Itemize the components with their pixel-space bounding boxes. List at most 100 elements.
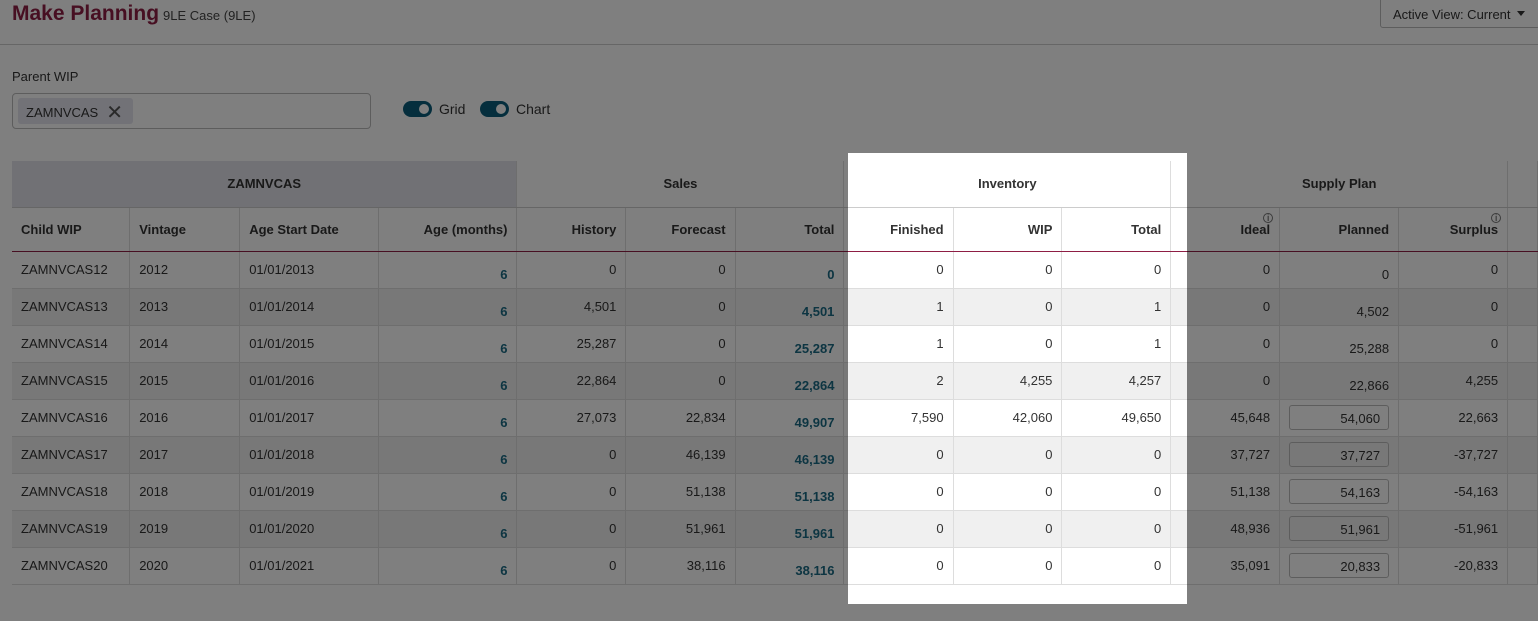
table-cell[interactable]: 0 bbox=[735, 251, 845, 289]
table-cell[interactable]: 6 bbox=[378, 251, 518, 289]
column-header-label: Age Start Date bbox=[249, 221, 339, 237]
table-cell: -37,727 bbox=[1398, 436, 1509, 474]
table-cell: 0 bbox=[1061, 436, 1172, 474]
table-cell: 0 bbox=[1398, 251, 1509, 289]
column-header[interactable]: Child WIP bbox=[12, 207, 131, 252]
planned-input[interactable]: 54,163 bbox=[1289, 479, 1390, 504]
table-cell: 2016 bbox=[129, 399, 241, 437]
table-cell-empty bbox=[1507, 362, 1538, 400]
table-cell: 0 bbox=[843, 510, 954, 548]
table-cell: ZAMNVCAS17 bbox=[12, 436, 131, 474]
table-cell: 7,590 bbox=[843, 399, 954, 437]
table-cell: 0 bbox=[953, 436, 1063, 474]
column-header[interactable]: History bbox=[516, 207, 627, 252]
table-cell: 01/01/2020 bbox=[239, 510, 379, 548]
table-cell: 01/01/2019 bbox=[239, 473, 379, 511]
chart-toggle[interactable]: Chart bbox=[480, 101, 550, 117]
column-header[interactable]: Total bbox=[735, 207, 845, 252]
column-header[interactable]: Age (months) bbox=[378, 207, 518, 252]
column-header[interactable]: Ideal i bbox=[1170, 207, 1281, 252]
column-header[interactable]: Total bbox=[1061, 207, 1172, 252]
column-header-label: Vintage bbox=[139, 221, 186, 237]
table-cell[interactable]: 6 bbox=[378, 473, 518, 511]
table-cell[interactable]: 25,287 bbox=[735, 325, 845, 363]
column-header-label: WIP bbox=[1027, 221, 1053, 237]
table-cell-empty bbox=[1507, 399, 1538, 437]
table-cell: 0 bbox=[1398, 325, 1509, 363]
table-cell[interactable]: 49,907 bbox=[735, 399, 845, 437]
table-cell[interactable]: 6 bbox=[378, 325, 518, 363]
column-header[interactable]: Surplus i bbox=[1398, 207, 1509, 252]
title-text: Make Planning bbox=[12, 2, 160, 25]
table-cell: 1 bbox=[843, 325, 954, 363]
table-cell: 1 bbox=[1061, 288, 1172, 326]
table-cell: 46,139 bbox=[625, 436, 736, 474]
table-cell[interactable]: 6 bbox=[378, 362, 518, 400]
table-cell[interactable]: 51,961 bbox=[735, 510, 845, 548]
planned-input[interactable]: 20,833 bbox=[1289, 553, 1390, 578]
table-cell[interactable]: 4,502 bbox=[1279, 288, 1400, 326]
table-cell[interactable]: 6 bbox=[378, 547, 518, 585]
table-cell[interactable]: 4,501 bbox=[735, 288, 845, 326]
table-cell[interactable]: 0 bbox=[1279, 251, 1400, 289]
table-cell[interactable]: 22,864 bbox=[735, 362, 845, 400]
table-cell[interactable]: 20,833 bbox=[1279, 547, 1400, 585]
column-header-label: Child WIP bbox=[21, 221, 82, 237]
info-icon[interactable]: i bbox=[1263, 212, 1274, 223]
table-cell[interactable]: 54,163 bbox=[1279, 473, 1400, 511]
table-cell[interactable]: 37,727 bbox=[1279, 436, 1400, 474]
table-cell[interactable]: 51,961 bbox=[1279, 510, 1400, 548]
planned-input[interactable]: 51,961 bbox=[1289, 516, 1390, 541]
column-header-label: Forecast bbox=[671, 221, 726, 237]
table-cell[interactable]: 6 bbox=[378, 436, 518, 474]
table-cell: 0 bbox=[953, 510, 1063, 548]
table-cell[interactable]: 54,060 bbox=[1279, 399, 1400, 437]
table-cell: 4,255 bbox=[953, 362, 1063, 400]
table-row: ZAMNVCAS13 2013 01/01/2014 6 4,501 0 4,501 1 0 1 0… bbox=[12, 288, 1538, 326]
parent-wip-input[interactable]: ZAMNVCAS ✕ bbox=[12, 93, 371, 129]
table-cell: 0 bbox=[1170, 325, 1281, 363]
column-header[interactable]: Vintage bbox=[129, 207, 241, 252]
active-view-dropdown[interactable]: Active View: Current bbox=[1380, 0, 1538, 28]
column-header[interactable]: Planned bbox=[1279, 207, 1400, 252]
chart-toggle-label: Chart bbox=[516, 101, 551, 117]
table-cell: 2019 bbox=[129, 510, 241, 548]
table-cell: 27,073 bbox=[516, 399, 627, 437]
table-cell: ZAMNVCAS16 bbox=[12, 399, 131, 437]
planning-grid: ZAMNVCAS Sales Inventory Supply Plan Chi… bbox=[12, 161, 1538, 585]
table-cell: 0 bbox=[625, 251, 736, 289]
table-cell: 0 bbox=[953, 325, 1063, 363]
table-cell: 2014 bbox=[129, 325, 241, 363]
toggle-switch[interactable] bbox=[403, 101, 432, 117]
close-icon[interactable]: ✕ bbox=[106, 102, 123, 124]
table-cell: 1 bbox=[1061, 325, 1172, 363]
table-cell[interactable]: 51,138 bbox=[735, 473, 845, 511]
column-header[interactable]: WIP bbox=[953, 207, 1063, 252]
table-cell: ZAMNVCAS18 bbox=[12, 473, 131, 511]
table-cell[interactable]: 25,288 bbox=[1279, 325, 1400, 363]
column-header[interactable]: Forecast bbox=[625, 207, 736, 252]
column-header[interactable]: Finished bbox=[843, 207, 954, 252]
grid-toggle[interactable]: Grid bbox=[403, 101, 465, 117]
table-cell: ZAMNVCAS15 bbox=[12, 362, 131, 400]
table-cell[interactable]: 46,139 bbox=[735, 436, 845, 474]
table-cell: 0 bbox=[953, 251, 1063, 289]
planned-input[interactable]: 37,727 bbox=[1289, 442, 1390, 467]
table-cell: ZAMNVCAS19 bbox=[12, 510, 131, 548]
table-cell: 0 bbox=[516, 547, 627, 585]
table-cell[interactable]: 6 bbox=[378, 399, 518, 437]
table-cell: -54,163 bbox=[1398, 473, 1509, 511]
table-cell[interactable]: 6 bbox=[378, 288, 518, 326]
table-cell: 0 bbox=[625, 362, 736, 400]
table-cell[interactable]: 22,866 bbox=[1279, 362, 1400, 400]
column-header-label: Total bbox=[804, 221, 835, 237]
table-cell-empty bbox=[1507, 288, 1538, 326]
toggle-switch[interactable] bbox=[480, 101, 509, 117]
info-icon[interactable]: i bbox=[1491, 212, 1502, 223]
table-cell: 0 bbox=[1170, 251, 1281, 289]
table-cell[interactable]: 6 bbox=[378, 510, 518, 548]
table-cell: 0 bbox=[1061, 473, 1172, 511]
column-header[interactable]: Age Start Date bbox=[239, 207, 379, 252]
table-cell[interactable]: 38,116 bbox=[735, 547, 845, 585]
planned-input[interactable]: 54,060 bbox=[1289, 405, 1390, 430]
